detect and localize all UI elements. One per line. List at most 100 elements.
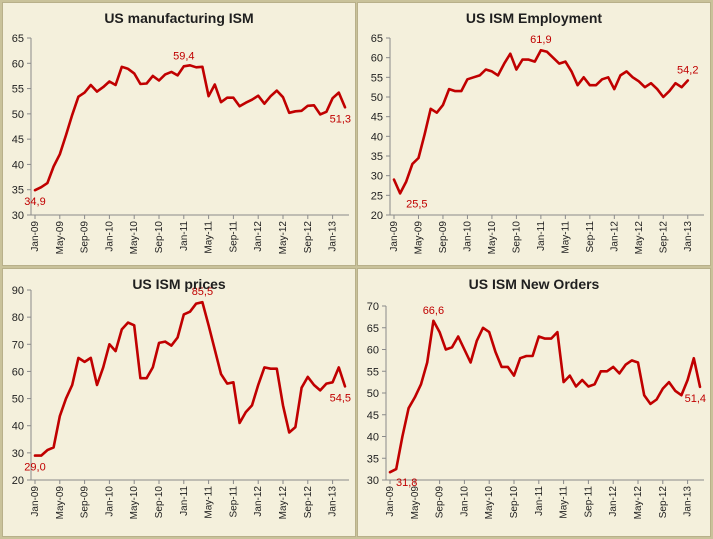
data-label: 85,5: [192, 286, 213, 298]
x-tick-label: Jan-13: [328, 221, 339, 252]
y-tick-label: 35: [371, 151, 383, 163]
chart-employment: 20 25 30 35 40 45 50 55 60 65 Jan-09 May-09 Sep-09 Ja…: [371, 33, 704, 255]
data-label: 59,4: [173, 50, 194, 62]
x-tick-label: May-09: [55, 221, 66, 255]
y-tick-label: 40: [371, 131, 383, 143]
y-tick-label: 65: [371, 33, 383, 45]
chart-panel-manufacturing-ism: 30 35 40 45 50 55 60 65 Jan-09 May-09 Sep-09 Jan-10…: [2, 2, 356, 266]
data-label: 51,3: [330, 113, 351, 125]
y-tick-label: 65: [12, 33, 24, 45]
x-tick-label: Jan-09: [385, 486, 396, 517]
x-tick-label: Sep-09: [435, 486, 446, 519]
chart-manufacturing-ism: 30 35 40 45 50 55 60 65 Jan-09 May-09 Sep-09 Jan-10…: [12, 33, 351, 255]
chart-title: US manufacturing ISM: [104, 10, 254, 26]
x-tick-label: May-09: [55, 486, 66, 520]
chart-panel-employment: 20 25 30 35 40 45 50 55 60 65 Jan-09 May-09 Sep-09 Ja…: [357, 2, 711, 266]
chart-title: US ISM prices: [132, 276, 226, 292]
x-tick-label: Jan-11: [179, 486, 190, 516]
x-tick-label: May-09: [410, 486, 421, 520]
x-tick-label: May-09: [413, 221, 424, 255]
chart-prices: 20 30 40 50 60 70 80 90 Jan-09 May-09 Sep-09 Jan-10…: [12, 285, 351, 520]
y-tick-label: 60: [12, 58, 24, 70]
data-label: 34,9: [24, 196, 45, 208]
x-tick-label: Jan-09: [389, 221, 400, 252]
x-tick-label: Sep-10: [154, 486, 165, 519]
x-tick-label: Sep-10: [511, 221, 522, 254]
x-tick-label: Jan-09: [30, 486, 41, 517]
y-tick-label: 45: [367, 410, 379, 422]
data-label: 61,9: [530, 34, 551, 46]
data-label: 25,5: [406, 198, 427, 210]
y-tick-label: 45: [371, 112, 383, 124]
chart-title: US ISM Employment: [465, 10, 603, 26]
y-tick-label: 35: [367, 453, 379, 465]
x-tick-label: May-10: [129, 486, 140, 520]
y-tick-label: 70: [367, 301, 379, 313]
x-tick-label: Jan-10: [459, 486, 470, 517]
chart-panel-prices: 20 30 40 50 60 70 80 90 Jan-09 May-09 Sep-09 Jan-10…: [2, 268, 356, 537]
data-label: 29,0: [24, 462, 45, 474]
x-tick-label: May-10: [484, 486, 495, 520]
x-tick-label: Jan-12: [253, 486, 264, 517]
y-tick-label: 40: [12, 159, 24, 171]
y-tick-label: 45: [12, 134, 24, 146]
x-tick-label: May-11: [204, 486, 215, 519]
chart-new-orders: 30 35 40 45 50 55 60 65 70 Jan-09 May-09 Sep-09 Jan-…: [367, 301, 706, 520]
data-label: 31,8: [396, 477, 417, 489]
x-tick-label: Jan-11: [536, 221, 547, 251]
x-tick-label: Jan-11: [534, 486, 545, 516]
y-tick-label: 55: [371, 72, 383, 84]
x-tick-label: May-12: [278, 221, 289, 255]
y-tick-label: 70: [12, 339, 24, 351]
x-tick-label: Sep-11: [585, 221, 596, 253]
data-label: 54,5: [330, 392, 351, 404]
y-tick-label: 60: [371, 53, 383, 65]
x-tick-label: May-12: [634, 221, 645, 255]
y-tick-label: 60: [12, 366, 24, 378]
series-line: [33, 300, 347, 457]
y-tick-label: 60: [367, 345, 379, 357]
x-tick-label: Sep-11: [583, 486, 594, 518]
y-tick-label: 30: [371, 171, 383, 183]
x-tick-label: May-12: [633, 486, 644, 520]
x-tick-label: Jan-12: [253, 221, 264, 252]
y-tick-label: 90: [12, 285, 24, 297]
y-tick-label: 40: [367, 432, 379, 444]
y-tick-label: 80: [12, 312, 24, 324]
y-tick-label: 50: [12, 394, 24, 406]
y-tick-label: 65: [367, 323, 379, 335]
y-tick-label: 20: [371, 210, 383, 222]
y-tick-label: 35: [12, 185, 24, 197]
series-line: [33, 64, 347, 192]
x-tick-label: Sep-10: [509, 486, 520, 519]
x-tick-label: May-11: [559, 486, 570, 519]
x-tick-label: Sep-09: [438, 221, 449, 254]
y-tick-label: 30: [12, 210, 24, 222]
data-label: 54,2: [677, 64, 698, 76]
data-label: 51,4: [685, 393, 706, 405]
y-tick-label: 25: [371, 190, 383, 202]
y-tick-label: 55: [12, 84, 24, 96]
series-line: [388, 319, 702, 474]
x-tick-label: May-10: [487, 221, 498, 255]
x-tick-label: Sep-11: [228, 486, 239, 518]
x-tick-label: Jan-12: [608, 486, 619, 517]
y-tick-label: 50: [12, 109, 24, 121]
series-line: [392, 48, 690, 195]
x-tick-label: Sep-12: [658, 486, 669, 519]
x-tick-label: Sep-12: [658, 221, 669, 254]
x-tick-label: Sep-09: [80, 221, 91, 254]
x-tick-label: Jan-13: [683, 221, 694, 252]
x-tick-label: May-10: [129, 221, 140, 255]
y-tick-label: 50: [371, 92, 383, 104]
y-tick-label: 30: [12, 448, 24, 460]
y-tick-label: 55: [367, 366, 379, 378]
x-tick-label: Sep-10: [154, 221, 165, 254]
y-tick-label: 50: [367, 388, 379, 400]
x-tick-label: May-11: [204, 221, 215, 254]
x-tick-label: Jan-11: [179, 221, 190, 251]
x-tick-label: Jan-10: [104, 486, 115, 517]
x-tick-label: Sep-12: [303, 221, 314, 254]
x-tick-label: Jan-13: [328, 486, 339, 517]
